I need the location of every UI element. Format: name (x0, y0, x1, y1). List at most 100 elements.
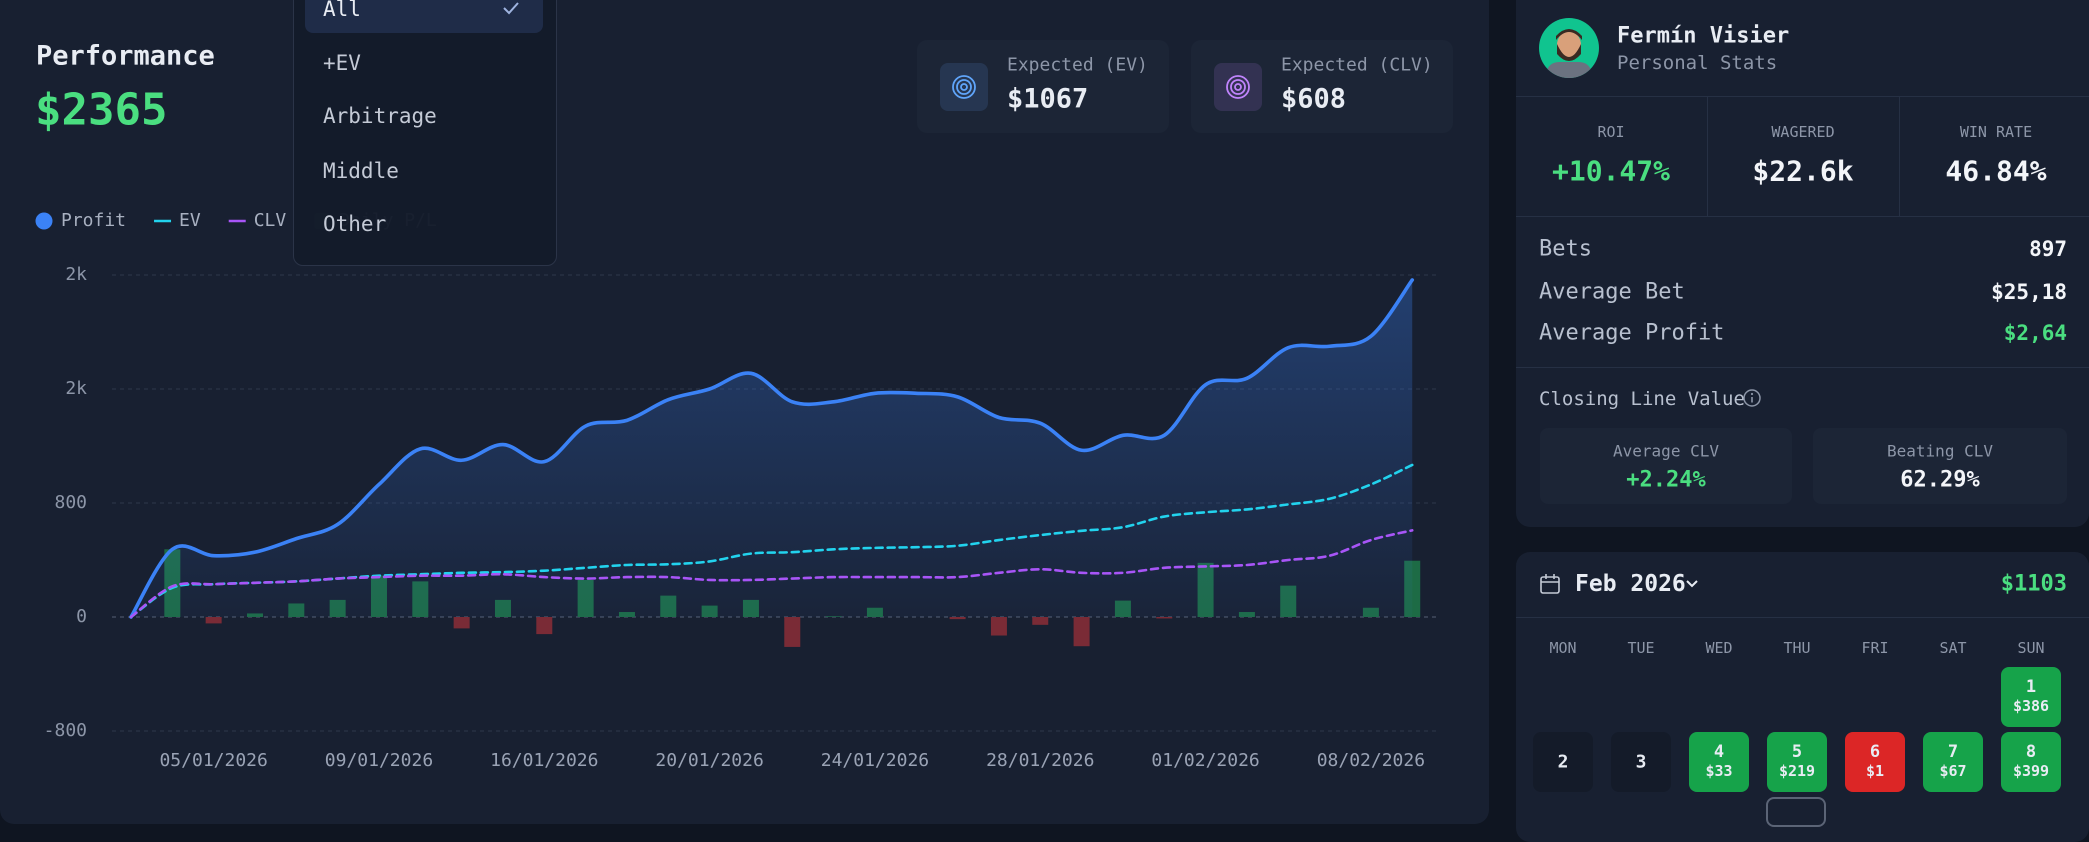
x-tick-label: 05/01/2026 (159, 750, 267, 771)
day-amount: $219 (1778, 762, 1816, 780)
icon-ring (1230, 79, 1246, 95)
icon-ring (1226, 75, 1250, 99)
stat-label: WAGERED (1771, 123, 1835, 141)
clv-value: 62.29% (1900, 467, 1980, 493)
divider (1516, 617, 2089, 618)
day-number: 7 (1947, 742, 1959, 762)
day-amount: $67 (1939, 762, 1967, 780)
kpi-value: $1067 (1007, 83, 1089, 115)
day-cell[interactable] (1611, 732, 1671, 792)
weekday: FRI (1861, 639, 1889, 657)
profile-name: Fermín Visier (1617, 23, 1790, 49)
daily-pl-bar (1073, 617, 1090, 647)
stat-value: 46.84% (1945, 154, 2047, 188)
dropdown-item[interactable]: All (323, 0, 361, 21)
icon-ring (956, 79, 972, 95)
daily-pl-bar (1032, 617, 1049, 625)
stat-value: $22.6k (1752, 154, 1854, 188)
kpi-icon (1214, 63, 1262, 111)
profit-area (131, 279, 1413, 617)
month-chevron[interactable] (1684, 577, 1700, 591)
y-tick-label: 0 (76, 606, 87, 627)
divider (1899, 96, 1900, 216)
calendar-icon (1540, 574, 1560, 594)
x-tick-label: 24/01/2026 (821, 750, 929, 771)
row-label: Average Profit (1539, 320, 1725, 346)
day-number: 2 (1557, 751, 1569, 773)
weekday: THU (1783, 639, 1811, 657)
legend-label: Profit (61, 210, 126, 231)
day-cell[interactable] (2001, 667, 2061, 727)
dropdown-item[interactable]: Arbitrage (323, 104, 437, 128)
day-cell[interactable] (2001, 732, 2061, 792)
y-tick-label: 2k (65, 264, 87, 285)
calendar-today-outline (1766, 797, 1826, 827)
row-label: Average Bet (1539, 279, 1685, 305)
clv-label: Average CLV (1613, 441, 1719, 461)
divider (1516, 367, 2089, 368)
x-tick-label: 20/01/2026 (655, 750, 763, 771)
row-value: $25,18 (1991, 280, 2067, 304)
daily-pl-bar (453, 617, 470, 629)
daily-pl-bar (1156, 617, 1173, 619)
day-amount: $386 (2012, 697, 2050, 715)
clv-value: +2.24% (1626, 467, 1706, 493)
icon-box (1214, 63, 1262, 111)
dropdown-item[interactable]: Other (323, 212, 387, 236)
x-tick-label: 28/01/2026 (986, 750, 1094, 771)
kpi-value: $608 (1281, 83, 1347, 115)
dropdown-item[interactable]: Middle (323, 159, 399, 183)
calendar-month[interactable]: Feb 2026 (1575, 571, 1686, 597)
daily-pl-bar (205, 617, 222, 624)
selected-item-bg[interactable] (305, 0, 543, 33)
kpi-icon (940, 63, 988, 111)
series-line (129, 278, 1415, 619)
dropdown-item[interactable]: +EV (323, 51, 361, 75)
y-tick-label: 2k (65, 378, 87, 399)
day-amount: $1 (1865, 762, 1885, 780)
day-cell[interactable] (1845, 732, 1905, 792)
daily-pl-bar (536, 617, 553, 635)
day-amount: $33 (1705, 762, 1733, 780)
check-icon (502, 0, 520, 17)
series-line (129, 529, 1414, 619)
kpi-label: Expected (CLV) (1281, 54, 1433, 76)
weekday: SAT (1939, 639, 1967, 657)
day-number: 4 (1713, 742, 1725, 762)
y-tick-label: 800 (54, 492, 87, 513)
divider (1707, 96, 1708, 216)
performance-title: Performance (36, 40, 215, 72)
x-tick-label: 16/01/2026 (490, 750, 598, 771)
row-value: 897 (2029, 237, 2067, 261)
stat-label: ROI (1597, 123, 1625, 141)
day-cell[interactable] (1767, 732, 1827, 792)
x-tick-label: 01/02/2026 (1151, 750, 1259, 771)
icon-box (940, 63, 988, 111)
day-cell[interactable] (1923, 732, 1983, 792)
daily-pl-bar (784, 617, 801, 647)
icon-ring (960, 83, 968, 91)
legend-label: CLV (254, 210, 287, 231)
weekday: WED (1705, 639, 1733, 657)
calendar-card (1516, 552, 2089, 842)
y-tick-label: -800 (44, 720, 87, 741)
clv-card (1813, 428, 2067, 504)
clv-title: Closing Line Value (1539, 388, 1745, 410)
performance-value: $2365 (35, 84, 168, 136)
row-label: Bets (1539, 236, 1592, 262)
day-cell[interactable] (1689, 732, 1749, 792)
kpi-label: Expected (EV) (1007, 54, 1148, 76)
x-tick-label: 09/01/2026 (325, 750, 433, 771)
x-tick-label: 08/02/2026 (1317, 750, 1425, 771)
clv-label: Beating CLV (1887, 441, 1993, 461)
info-icon[interactable] (1742, 388, 1762, 408)
icon-ring (952, 75, 976, 99)
chart: -800 0 800 2k 2k 05/01/2026 09/01/2026 16/01/20… (35, 210, 1440, 771)
weekday: TUE (1627, 639, 1655, 657)
day-cell[interactable] (1533, 732, 1593, 792)
daily-pl-bar (990, 617, 1007, 636)
check (503, 2, 519, 15)
weekday: MON (1549, 639, 1577, 657)
day-number: 3 (1635, 751, 1647, 773)
